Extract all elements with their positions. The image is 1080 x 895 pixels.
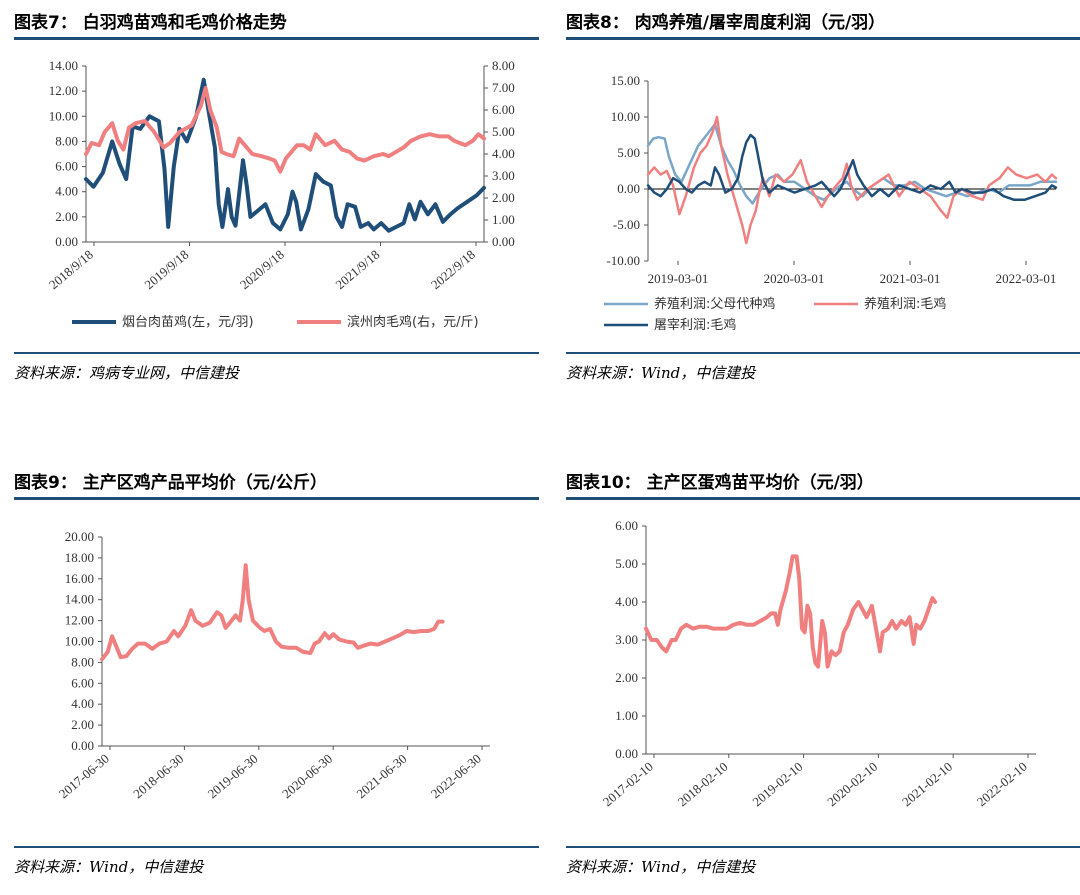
x-tick-label: 2022-03-01 — [996, 271, 1057, 286]
panel-source: 资料来源：Wind，中信建投 — [14, 846, 539, 877]
y-tick-label: 2.00 — [55, 209, 78, 224]
y-tick-label: 10.00 — [49, 108, 78, 123]
series-line-0 — [84, 77, 486, 233]
y-tick-label: 6.00 — [55, 159, 78, 174]
x-tick-label: 2022-06-30 — [428, 751, 484, 801]
y-tick-label: 5.00 — [615, 556, 638, 571]
x-tick-label: 2018/9/18 — [46, 247, 96, 292]
y-tick-label: 2.00 — [71, 717, 94, 732]
right-y-tick-label: 4.00 — [492, 146, 515, 161]
y-tick-label: 6.00 — [615, 518, 638, 533]
x-tick-label: 2020-02-10 — [824, 759, 880, 809]
y-tick-label: 12.00 — [65, 613, 94, 628]
x-tick-label: 2019-06-30 — [205, 751, 261, 801]
x-tick-label: 2019-02-10 — [749, 759, 805, 809]
x-tick-label: 2017-06-30 — [56, 751, 112, 801]
x-tick-label: 2020-06-30 — [279, 751, 335, 801]
right-y-tick-label: 3.00 — [492, 168, 515, 183]
panel-source: 资料来源：鸡病专业网，中信建投 — [14, 352, 539, 383]
panel-8: 图表8： 肉鸡养殖/屠宰周度利润（元/羽） -10.00 -5.00 0.00 5.0… — [566, 6, 1080, 386]
right-y-tick-label: 2.00 — [492, 190, 515, 205]
panel-9: 图表9： 主产区鸡产品平均价（元/公斤） 0.00 2.00 4.00 6.00 8.0… — [14, 466, 539, 886]
y-tick-label: 16.00 — [65, 571, 94, 586]
y-tick-label: 0.00 — [617, 181, 640, 196]
x-tick-label: 2019/9/18 — [141, 247, 191, 292]
y-tick-label: 3.00 — [615, 632, 638, 647]
y-tick-label: 0.00 — [615, 746, 638, 761]
right-y-tick-label: 5.00 — [492, 124, 515, 139]
y-tick-label: 0.00 — [71, 738, 94, 753]
y-tick-label: 14.00 — [65, 592, 94, 607]
y-tick-label: 8.00 — [55, 133, 78, 148]
right-y-tick-label: 0.00 — [492, 234, 515, 249]
x-tick-label: 2020-03-01 — [764, 271, 825, 286]
right-y-tick-label: 7.00 — [492, 80, 515, 95]
y-tick-label: 5.00 — [617, 145, 640, 160]
y-tick-label: 6.00 — [71, 675, 94, 690]
legend-label: 滨州肉毛鸡(右，元/斤) — [347, 314, 479, 330]
x-tick-label: 2018-02-10 — [675, 759, 731, 809]
x-tick-label: 2022/9/18 — [428, 247, 478, 292]
x-tick-label: 2021/9/18 — [332, 247, 382, 292]
x-tick-label: 2021-02-10 — [899, 759, 955, 809]
series-line-0 — [644, 554, 938, 669]
right-y-tick-label: 6.00 — [492, 102, 515, 117]
x-tick-label: 2017-02-10 — [600, 759, 656, 809]
panel-title: 图表9： 主产区鸡产品平均价（元/公斤） — [14, 466, 539, 500]
chart-10-svg: 0.00 1.00 2.00 3.00 4.00 5.00 6.00 2017-02-10 20… — [600, 518, 1036, 809]
series-line-1 — [84, 86, 486, 174]
y-tick-label: 4.00 — [55, 184, 78, 199]
y-tick-label: 8.00 — [71, 654, 94, 669]
chart-8-svg: -10.00 -5.00 0.00 5.00 10.00 15.00 2019-03-01 2… — [604, 73, 1058, 333]
legend-label: 屠宰利润:毛鸡 — [654, 317, 736, 333]
right-y-tick-label: 1.00 — [492, 212, 515, 227]
y-tick-label: 15.00 — [611, 73, 640, 88]
chart-9-svg: 0.00 2.00 4.00 6.00 8.00 10.00 12.00 14.00 16.00… — [56, 529, 490, 801]
y-tick-label: 10.00 — [611, 109, 640, 124]
x-tick-label: 2021-03-01 — [880, 271, 941, 286]
y-tick-label: 4.00 — [615, 594, 638, 609]
y-tick-label: -5.00 — [613, 217, 640, 232]
x-tick-label: 2020/9/18 — [237, 247, 287, 292]
series-line-1 — [646, 115, 1058, 245]
legend-label: 烟台肉苗鸡(左，元/羽) — [122, 314, 254, 330]
y-tick-label: 20.00 — [65, 529, 94, 544]
panel-source: 资料来源：Wind，中信建投 — [566, 352, 1080, 383]
legend-label: 养殖利润:父母代种鸡 — [654, 296, 775, 312]
panel-title: 图表8： 肉鸡养殖/屠宰周度利润（元/羽） — [566, 6, 1080, 40]
x-tick-label: 2021-06-30 — [353, 751, 409, 801]
y-tick-label: 2.00 — [615, 670, 638, 685]
panel-7: 图表7： 白羽鸡苗鸡和毛鸡价格走势 0.00 2.00 4.00 6.00 8.00 10… — [14, 6, 539, 386]
y-tick-label: 12.00 — [49, 83, 78, 98]
series-line-0 — [100, 563, 445, 662]
panel-10: 图表10： 主产区蛋鸡苗平均价（元/羽） 0.00 1.00 2.00 3.00 4.0… — [566, 466, 1080, 886]
series-line-2 — [646, 133, 1058, 202]
chart-7-svg: 0.00 2.00 4.00 6.00 8.00 10.00 12.00 14.00 0.00 1… — [46, 58, 515, 330]
x-tick-label: 2022-02-10 — [974, 759, 1030, 809]
legend-label: 养殖利润:毛鸡 — [864, 296, 946, 312]
y-tick-label: -10.00 — [606, 253, 640, 268]
y-tick-label: 10.00 — [65, 634, 94, 649]
x-tick-label: 2018-06-30 — [130, 751, 186, 801]
y-tick-label: 1.00 — [615, 708, 638, 723]
y-tick-label: 18.00 — [65, 550, 94, 565]
right-y-tick-label: 8.00 — [492, 58, 515, 73]
x-tick-label: 2019-03-01 — [648, 271, 709, 286]
panel-source: 资料来源：Wind，中信建投 — [566, 846, 1080, 877]
y-tick-label: 14.00 — [49, 58, 78, 73]
panel-title: 图表7： 白羽鸡苗鸡和毛鸡价格走势 — [14, 6, 539, 40]
panel-title: 图表10： 主产区蛋鸡苗平均价（元/羽） — [566, 466, 1080, 500]
y-tick-label: 4.00 — [71, 696, 94, 711]
y-tick-label: 0.00 — [55, 234, 78, 249]
